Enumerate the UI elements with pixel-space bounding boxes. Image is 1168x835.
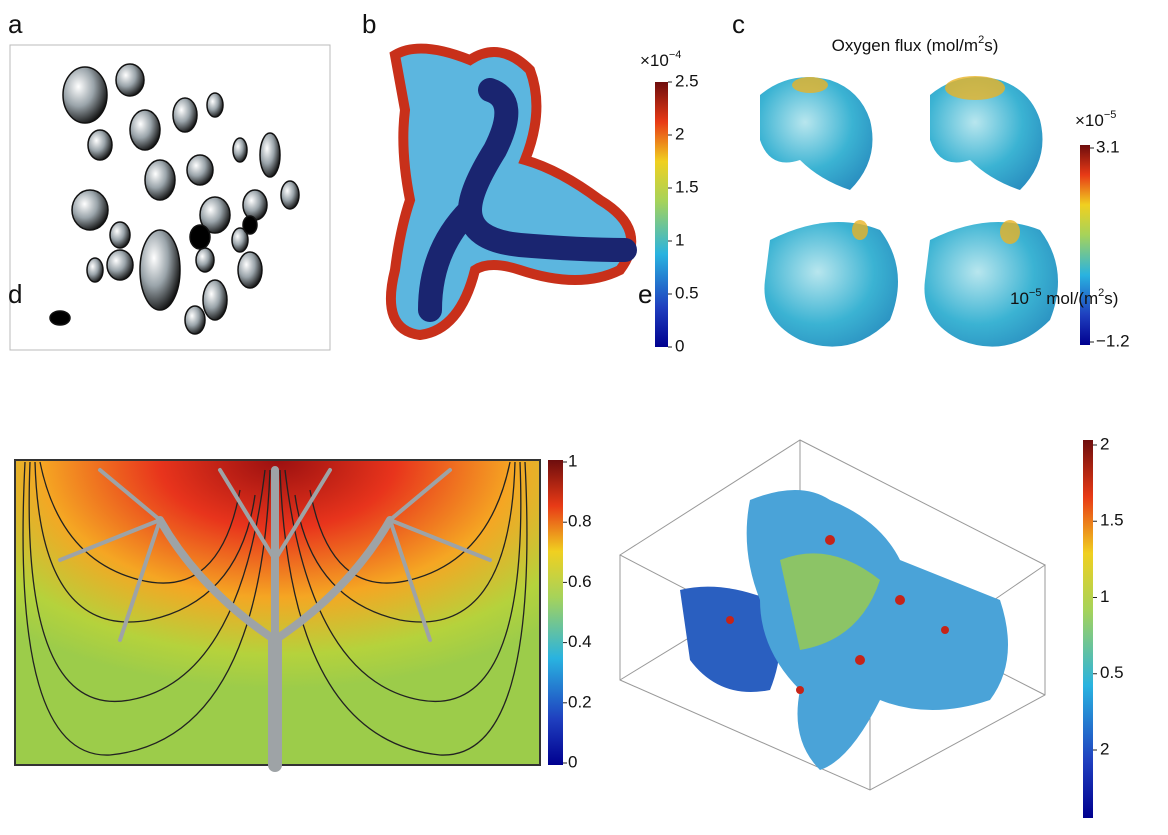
panel-title: Oxygen flux (mol/m2s) bbox=[832, 34, 999, 56]
page: a b ×10−4 2.521.510.50 c Oxygen flux (mo… bbox=[0, 0, 1168, 835]
tick-label: 1 bbox=[1100, 587, 1109, 606]
tick-label: 0.5 bbox=[675, 283, 699, 302]
colorbar bbox=[548, 460, 563, 765]
tick-label: 2 bbox=[1100, 434, 1109, 453]
tick-label: 1.5 bbox=[1100, 511, 1124, 530]
tick-label: 2 bbox=[675, 124, 684, 143]
panel-label: d bbox=[8, 279, 22, 309]
colorbar-ticks: 2.5 2 1.5 1 0.5 0 bbox=[668, 71, 699, 355]
tick-label: 2 bbox=[1100, 739, 1109, 758]
unit-base: 10 bbox=[1010, 289, 1029, 308]
multiplier: ×10 bbox=[1075, 111, 1104, 130]
exponent: −5 bbox=[1104, 109, 1117, 121]
colorbar bbox=[1083, 440, 1093, 818]
panel-label: e bbox=[638, 279, 652, 309]
tick-label: 0.5 bbox=[1100, 663, 1124, 682]
colorbar bbox=[655, 82, 668, 347]
unit-exponent: −5 bbox=[1029, 287, 1042, 299]
colorbar-ticks: 1 0.8 0.6 0.4 0.2 0 bbox=[563, 451, 592, 771]
title-tail: s) bbox=[984, 36, 998, 55]
tick-label: 2.5 bbox=[675, 71, 699, 90]
colorbar bbox=[1080, 145, 1090, 345]
tick-label: 3.1 bbox=[1096, 137, 1120, 156]
colorbar-multiplier: ×10−4 bbox=[640, 49, 681, 71]
panel-label: a bbox=[8, 9, 23, 39]
tick-label: 0 bbox=[568, 752, 577, 771]
title-text: Oxygen flux (mol/m bbox=[832, 36, 978, 55]
panel-label: c bbox=[732, 9, 745, 39]
tick-label: 1 bbox=[568, 451, 577, 470]
exponent: −4 bbox=[669, 49, 682, 61]
panel-d: d 1 0.8 0.6 0.4 0.2 0 bbox=[8, 279, 592, 772]
colorbar-ticks: 2 1.5 1 0.5 2 bbox=[1093, 434, 1124, 758]
multiplier: ×10 bbox=[640, 51, 669, 70]
colorbar-multiplier: ×10−5 bbox=[1075, 109, 1116, 131]
colorbar-ticks: 3.1 −1.2 bbox=[1090, 137, 1130, 350]
tick-label: 0.4 bbox=[568, 632, 592, 651]
panel-a: a bbox=[8, 9, 330, 350]
unit-tail: s) bbox=[1104, 289, 1118, 308]
tick-label: 0.8 bbox=[568, 512, 592, 531]
tick-label: 0.2 bbox=[568, 692, 592, 711]
figure: a b ×10−4 2.521.510.50 c Oxygen flux (mo… bbox=[0, 0, 1168, 830]
tick-label: 1 bbox=[675, 230, 684, 249]
tick-label: −1.2 bbox=[1096, 331, 1130, 350]
panel-label: b bbox=[362, 9, 376, 39]
unit-text: mol/(m bbox=[1041, 289, 1098, 308]
panel-e: e 10−5 mol/(m2s) 2 1.5 1 0.5 2 bbox=[620, 279, 1124, 818]
tick-label: 1.5 bbox=[675, 177, 699, 196]
colorbar-unit: 10−5 mol/(m2s) bbox=[1010, 287, 1118, 309]
tick-label: 0.6 bbox=[568, 572, 592, 591]
tick-label: 0 bbox=[675, 336, 684, 355]
